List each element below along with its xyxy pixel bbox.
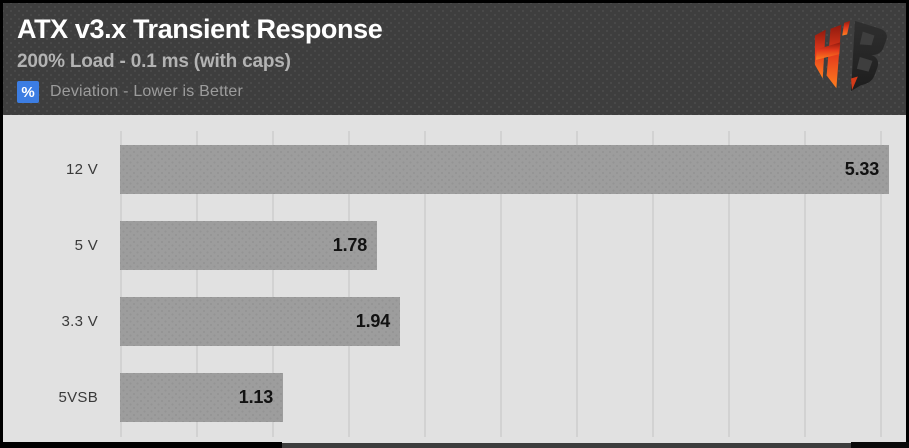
plot-area: 12 V 5.33 5 V 1.78 3.3 V 1.94 5VSB 1.13 xyxy=(3,115,906,443)
vertical-gridline xyxy=(120,131,122,437)
hardware-busters-logo-icon xyxy=(814,20,887,92)
vertical-gridline xyxy=(576,131,578,437)
lower-is-better-note: Deviation - Lower is Better xyxy=(50,83,244,100)
vertical-gridline xyxy=(728,131,730,437)
vertical-gridline xyxy=(348,131,350,437)
chart-header: ATX v3.x Transient Response 200% Load - … xyxy=(3,3,906,115)
bar-row: 12 V 5.33 xyxy=(3,145,906,194)
vertical-gridline xyxy=(804,131,806,437)
bottom-progress-end xyxy=(851,442,909,448)
value-label: 5.33 xyxy=(844,159,879,179)
category-label: 12 V xyxy=(65,161,98,178)
bar-row: 3.3 V 1.94 xyxy=(3,297,906,346)
chart-subtitle: 200% Load - 0.1 ms (with caps) xyxy=(17,51,291,72)
vertical-gridline xyxy=(880,131,882,437)
data-bar: 1.78 xyxy=(120,221,377,270)
logo-letter-b xyxy=(851,20,887,92)
bottom-progress-track xyxy=(0,443,909,448)
data-bar: 5.33 xyxy=(120,145,889,194)
bottom-progress-played xyxy=(0,442,282,448)
value-label: 1.94 xyxy=(355,311,390,331)
data-bar: 1.94 xyxy=(120,297,400,346)
chart-note-row: % Deviation - Lower is Better xyxy=(17,81,906,103)
vertical-gridline xyxy=(272,131,274,437)
bar-row: 5 V 1.78 xyxy=(3,221,906,270)
category-label: 3.3 V xyxy=(61,313,98,330)
vertical-gridline xyxy=(500,131,502,437)
percent-unit-badge: % xyxy=(17,81,39,103)
value-label: 1.13 xyxy=(238,387,273,407)
chart-title: ATX v3.x Transient Response xyxy=(17,14,383,44)
data-bar: 1.13 xyxy=(120,373,283,422)
vertical-gridline xyxy=(196,131,198,437)
category-label: 5VSB xyxy=(58,389,98,406)
vertical-gridline xyxy=(424,131,426,437)
category-label: 5 V xyxy=(74,237,98,254)
bar-row: 5VSB 1.13 xyxy=(3,373,906,422)
value-label: 1.78 xyxy=(332,235,367,255)
vertical-gridline xyxy=(652,131,654,437)
